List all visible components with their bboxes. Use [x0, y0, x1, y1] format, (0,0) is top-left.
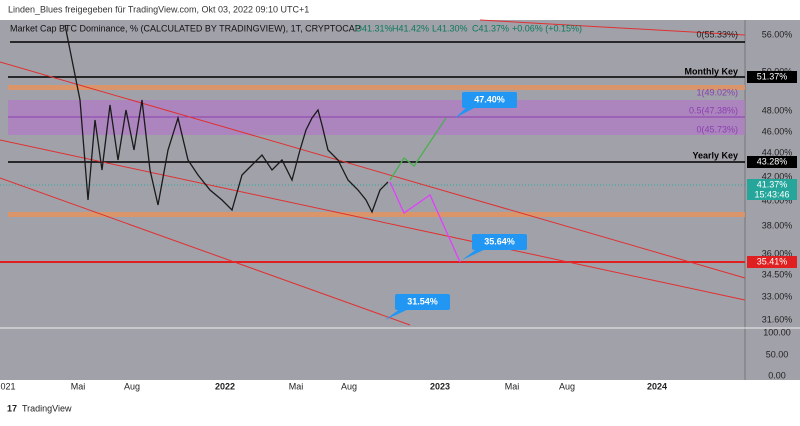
projection-down	[389, 181, 461, 263]
legend-close: C41.37%	[472, 23, 509, 33]
legend-symbol: Market Cap BTC Dominance, % (CALCULATED …	[10, 23, 361, 33]
price-tick: 46.00%	[762, 126, 793, 136]
legend-change: +0.06% (+0.15%)	[512, 23, 582, 33]
time-tick: 2024	[647, 381, 667, 391]
footer-brand: TradingView	[22, 403, 72, 413]
lower-tick: 100.00	[763, 327, 791, 337]
target-box	[462, 92, 517, 108]
price-tick: 42.00%	[762, 171, 793, 181]
target-label: 35.64%	[484, 236, 515, 246]
target-label: 31.54%	[407, 296, 438, 306]
time-tick: 2023	[430, 381, 450, 391]
channel-line	[0, 177, 411, 326]
orange-band	[8, 85, 745, 90]
price-box	[747, 71, 797, 83]
price-tick: 40.00%	[762, 195, 793, 205]
price-box-label: 43.28%	[757, 156, 788, 166]
price-box	[747, 156, 797, 168]
price-box-label: 35.41%	[757, 256, 788, 266]
target-label: 47.40%	[474, 94, 505, 104]
time-tick: Aug	[559, 381, 575, 391]
price-tick: 34.50%	[762, 269, 793, 279]
chart-bg	[0, 20, 800, 380]
target-box	[472, 234, 527, 250]
target-box	[395, 294, 450, 310]
price-tick: 31.60%	[762, 314, 793, 324]
price-tick: 44.00%	[762, 147, 793, 157]
price-box-label: 41.37%	[757, 179, 788, 189]
price-tick: 36.00%	[762, 248, 793, 258]
time-tick: 021	[0, 381, 15, 391]
channel-line	[479, 19, 746, 36]
legend-low: L41.30%	[432, 23, 468, 33]
countdown: 15:43:46	[754, 189, 789, 199]
price-tick: 56.00%	[762, 29, 793, 39]
monthly-key: Monthly Key	[684, 66, 738, 76]
fib-label: 0(45.73%)	[696, 124, 738, 134]
channel-line	[0, 61, 746, 279]
price-path	[64, 24, 389, 214]
time-tick: Mai	[289, 381, 304, 391]
price-box	[747, 256, 797, 268]
price-tick: 33.00%	[762, 291, 793, 301]
price-tick: 38.00%	[762, 220, 793, 230]
price-box	[747, 179, 797, 191]
fib-label: 1(49.02%)	[696, 87, 738, 97]
projection-up	[389, 117, 447, 181]
footer-logo: 17	[7, 403, 17, 413]
target-pointer	[462, 248, 488, 260]
header-title: Linden_Blues freigegeben für TradingView…	[8, 4, 309, 14]
time-tick: 2022	[215, 381, 235, 391]
channel-line	[0, 139, 746, 301]
lower-tick: 50.00	[766, 349, 789, 359]
fib-label: 0(55.33%)	[696, 29, 738, 39]
legend-open: O41.31%	[355, 23, 393, 33]
price-tick: 48.00%	[762, 105, 793, 115]
price-box-label: 51.37%	[757, 71, 788, 81]
target-pointer	[455, 106, 478, 118]
time-tick: Mai	[71, 381, 86, 391]
countdown-box	[747, 189, 797, 200]
legend-high: H41.42%	[392, 23, 429, 33]
time-tick: Aug	[124, 381, 140, 391]
lower-tick: 0.00	[768, 370, 786, 380]
target-pointer	[385, 308, 411, 320]
fib-label: 0.5(47.38%)	[689, 105, 738, 115]
orange-band	[8, 212, 745, 217]
time-tick: Aug	[341, 381, 357, 391]
time-tick: Mai	[505, 381, 520, 391]
yearly-key: Yearly Key	[692, 150, 738, 160]
